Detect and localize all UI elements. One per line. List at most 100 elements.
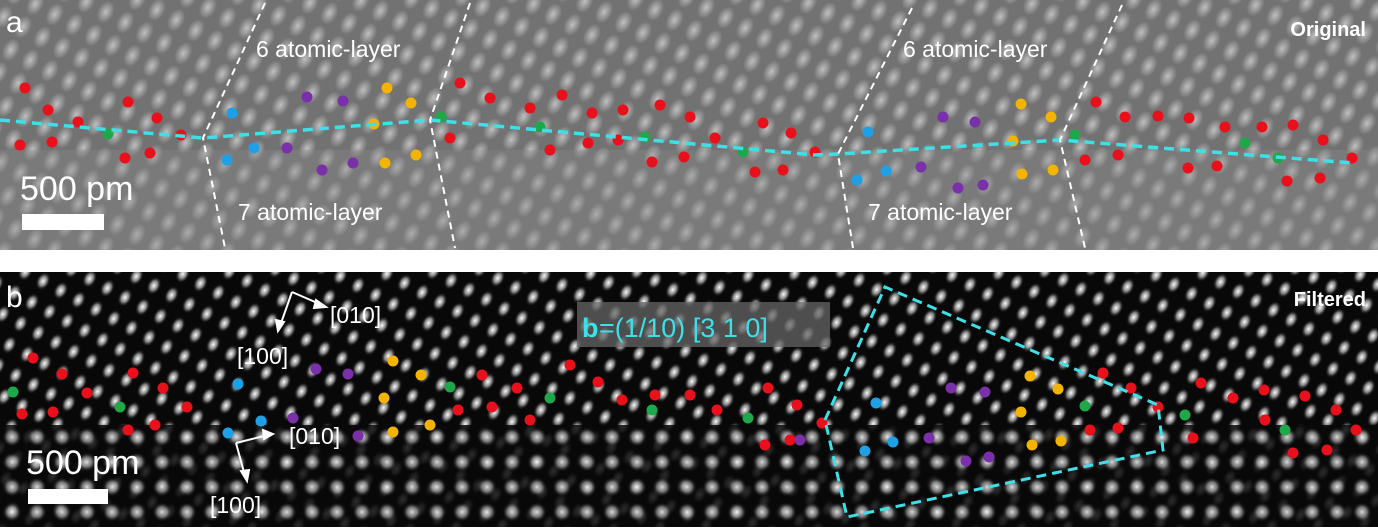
atom-marker [777,164,789,176]
atom-marker [444,132,456,144]
panel-label: a [6,6,23,39]
atom-marker [880,165,892,177]
atom-marker [379,157,391,169]
atom-marker [424,419,436,431]
atom-marker [1317,134,1329,146]
atom-marker [749,166,761,178]
atom-marker [762,382,774,394]
atom-marker [887,436,899,448]
atom-marker [1330,404,1342,416]
atom-marker [127,367,139,379]
burgers-box [577,302,830,347]
atom-marker [144,147,156,159]
atom-marker [1015,98,1027,110]
panel-a-shade [0,150,1378,250]
atom-marker [102,128,114,140]
atom-marker [1079,400,1091,412]
atom-marker [1045,111,1057,123]
panel-tag: Original [1290,19,1366,41]
burgers-vector: =(1/10) [3 1 0] [599,313,768,343]
atom-marker [452,404,464,416]
atom-marker [915,161,927,173]
atom-marker [281,142,293,154]
atom-marker [1015,406,1027,418]
panel-a-image [0,0,1378,250]
atom-marker [983,451,995,463]
scale-bar [28,489,108,504]
atom-marker [952,182,964,194]
atom-marker [711,404,723,416]
atom-marker [7,386,19,398]
atom-marker [248,142,260,154]
panel-tag: Filtered [1294,289,1366,311]
atom-marker [415,369,427,381]
atom-marker [960,455,972,467]
atom-marker [1259,414,1271,426]
scale-bar [22,214,104,230]
atom-marker [232,378,244,390]
atom-marker [342,368,354,380]
atom-marker [1299,390,1311,402]
atom-marker [646,156,658,168]
atom-marker [759,439,771,451]
atom-marker [114,401,126,413]
dislocation-outline [823,285,1165,519]
atom-marker [945,382,957,394]
atom-marker [757,117,769,129]
atom-marker [556,89,568,101]
annotation: 7 atomic-layer [868,199,1013,225]
atom-marker [784,434,796,446]
atom-marker [1287,119,1299,131]
atom-marker [794,434,806,446]
atom-marker [1314,172,1326,184]
atom-marker [122,424,134,436]
atom-marker [1182,162,1194,174]
atom-marker [16,408,28,420]
atom-marker [564,359,576,371]
atom-markers [7,77,1362,467]
atom-marker [511,382,523,394]
direction-label: [010] [289,423,340,449]
atom-marker [56,368,68,380]
direction-arrows [235,291,329,484]
atom-marker [684,389,696,401]
atom-marker [1052,383,1064,395]
atom-marker [378,392,390,404]
atom-marker [387,426,399,438]
atom-marker [1112,422,1124,434]
atom-marker [979,386,991,398]
atom-marker [859,445,871,457]
atom-marker [1258,384,1270,396]
atom-marker [181,401,193,413]
atom-marker [405,97,417,109]
atom-marker [119,152,131,164]
atom-marker [72,116,84,128]
atom-marker [617,104,629,116]
atom-marker [1195,377,1207,389]
direction-label: [100] [237,343,288,369]
atom-marker [937,111,949,123]
atom-marker [1112,149,1124,161]
annotation: 6 atomic-layer [903,36,1048,62]
atom-marker [387,355,399,367]
atom-marker [582,137,594,149]
domain-boundaries [201,2,1123,249]
atom-marker [969,116,981,128]
atom-marker [347,157,359,169]
atom-marker [1227,392,1239,404]
scale-label: 500 pm [26,444,139,482]
atom-marker [709,132,721,144]
atom-marker [1239,137,1251,149]
atom-marker [1119,111,1131,123]
atom-marker [1179,409,1191,421]
atom-marker [1256,121,1268,133]
atom-marker [816,417,828,429]
atom-marker [337,95,349,107]
atom-marker [1026,439,1038,451]
atom-marker [1016,168,1028,180]
scale-label: 500 pm [20,170,133,208]
atom-marker [544,144,556,156]
atom-marker [1321,444,1333,456]
atom-marker [1069,129,1081,141]
